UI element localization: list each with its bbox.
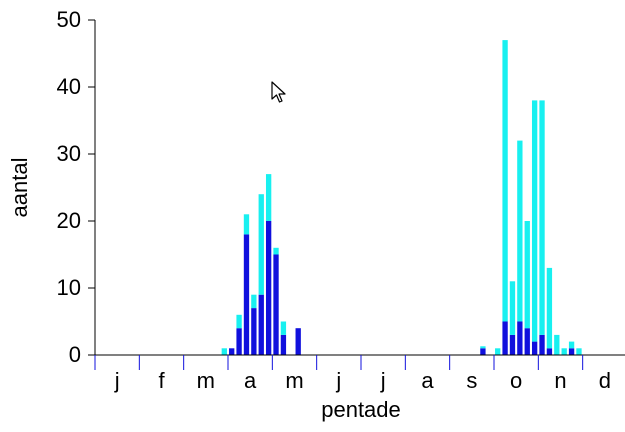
x-month-label: d (599, 368, 611, 393)
bar-segment (561, 348, 567, 355)
bar-segment (524, 328, 530, 355)
bar-segment (546, 267, 553, 349)
x-month-label: m (285, 368, 303, 393)
x-month-label: j (335, 368, 341, 393)
y-tick-label: 0 (69, 342, 81, 367)
bar-segment (509, 281, 516, 335)
bar-segment (502, 321, 508, 355)
bar-segment (539, 334, 545, 355)
bar-segment (280, 321, 287, 335)
bar-segment (229, 348, 235, 355)
x-month-label: a (244, 368, 257, 393)
x-axis-title: pentade (321, 397, 401, 422)
y-tick-label: 10 (57, 275, 81, 300)
bar-segment (280, 334, 287, 355)
bar-segment (524, 221, 530, 329)
y-tick-label: 50 (57, 7, 81, 32)
bar-segment (251, 294, 257, 309)
y-ticks-group: 0 10 20 30 40 50 (57, 7, 95, 367)
bar-segment (480, 348, 486, 355)
bar-segment (517, 321, 523, 355)
bar-segment (517, 140, 523, 322)
x-month-label: j (114, 368, 120, 393)
bar-segment (509, 334, 516, 355)
x-month-label: n (554, 368, 566, 393)
mouse-pointer-icon (271, 81, 286, 103)
bar-segment (539, 100, 545, 335)
bar-segment (546, 348, 553, 355)
bar-segment (265, 221, 272, 355)
bar-segment (273, 247, 279, 255)
x-month-label: f (158, 368, 165, 393)
x-month-label: a (421, 368, 434, 393)
bar-segment (568, 341, 575, 349)
bar-segment (243, 234, 250, 355)
bar-segment (258, 294, 264, 355)
bar-segment (568, 348, 575, 355)
bar-segment (251, 308, 257, 355)
bar-segment (495, 348, 501, 355)
bar-segment (554, 334, 560, 355)
bars-group (221, 40, 582, 355)
bar-segment (273, 254, 279, 355)
bar-segment (221, 348, 227, 355)
bar-segment (236, 314, 242, 329)
bar-segment (502, 40, 508, 322)
y-axis-title: aantal (7, 158, 32, 218)
bar-segment (480, 346, 486, 349)
x-month-label: o (510, 368, 522, 393)
x-month-label: s (466, 368, 477, 393)
bar-segment (236, 328, 242, 355)
bar-segment (531, 100, 538, 342)
y-tick-label: 20 (57, 208, 81, 233)
bar-segment (531, 341, 538, 355)
x-month-label: j (380, 368, 386, 393)
bar-segment (295, 328, 301, 355)
x-month-label: m (197, 368, 215, 393)
bar-segment (265, 174, 272, 221)
y-tick-label: 30 (57, 141, 81, 166)
bar-segment (243, 214, 250, 235)
bar-segment (258, 194, 264, 295)
bar-segment (576, 348, 582, 355)
y-tick-label: 40 (57, 74, 81, 99)
